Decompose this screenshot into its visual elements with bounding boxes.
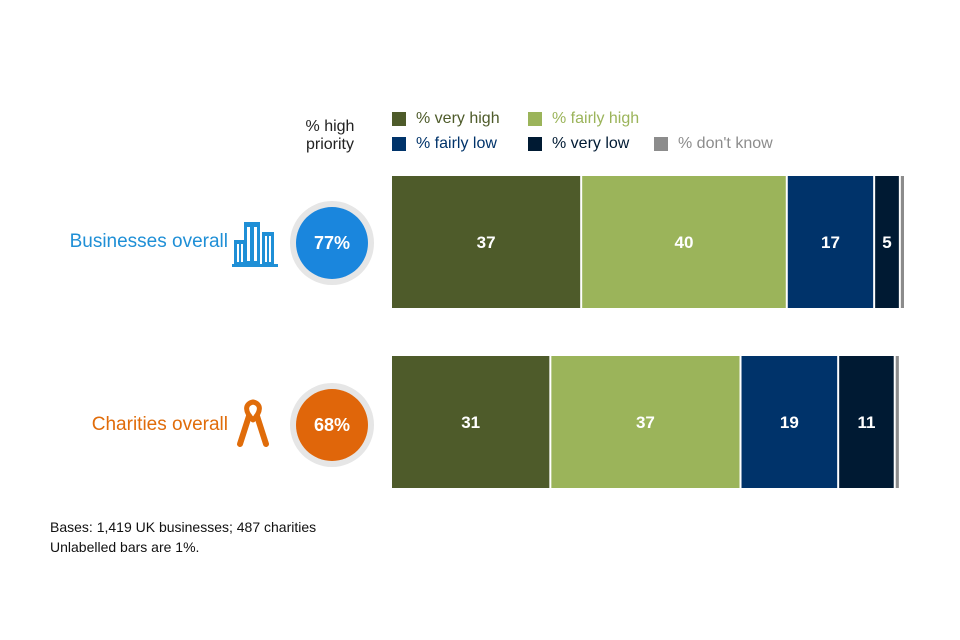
bar-label-businesses-overall-very-high: 37: [477, 233, 496, 252]
awareness-ribbon-icon: [237, 399, 269, 447]
bar-charities-overall-don-t-know: [895, 356, 899, 488]
bar-businesses-overall-fairly-high: [582, 176, 786, 308]
legend-swatch-dont-know: [654, 137, 668, 151]
footnote-bases: Bases: 1,419 UK businesses; 487 charitie…: [50, 519, 317, 535]
bar-label-businesses-overall-very-low: 5: [882, 233, 891, 252]
high-priority-header-line2: priority: [305, 136, 354, 153]
legend-label-very-low: % very low: [552, 135, 630, 152]
bar-charities-overall-fairly-low: [741, 356, 838, 488]
legend-swatch-fairly-low: [392, 137, 406, 151]
bar-label-charities-overall-fairly-low: 19: [780, 413, 799, 432]
legend-label-fairly-high: % fairly high: [552, 110, 640, 127]
high-priority-circle-charities: 68%: [290, 383, 374, 467]
high-priority-circle-businesses: 77%: [290, 201, 374, 285]
bar-label-charities-overall-very-high: 31: [461, 413, 480, 432]
high-priority-header: % high priority: [290, 118, 370, 154]
legend-label-very-high: % very high: [416, 110, 500, 127]
legend-swatch-very-low: [528, 137, 542, 151]
office-buildings-icon: [232, 222, 278, 267]
bar-businesses-overall-very-high: [392, 176, 581, 308]
category-label-businesses: Businesses overall: [69, 231, 228, 252]
legend-item-very-high: % very high: [392, 110, 500, 128]
bar-charities-overall-very-low: [839, 356, 894, 488]
legend-swatch-very-high: [392, 112, 406, 126]
high-priority-value-businesses: 77%: [296, 207, 368, 279]
bar-businesses-overall-very-low: [875, 176, 899, 308]
legend-label-fairly-low: % fairly low: [416, 135, 497, 152]
bar-label-businesses-overall-fairly-high: 40: [675, 233, 694, 252]
legend: % very high % fairly high % fairly low %…: [392, 110, 832, 160]
bar-label-charities-overall-very-low: 11: [857, 413, 875, 432]
bar-label-charities-overall-fairly-high: 37: [636, 413, 655, 432]
legend-item-fairly-high: % fairly high: [528, 110, 639, 128]
legend-label-dont-know: % don't know: [678, 135, 773, 152]
category-label-charities: Charities overall: [91, 414, 228, 435]
footnote: Bases: 1,419 UK businesses; 487 charitie…: [50, 517, 316, 557]
legend-item-fairly-low: % fairly low: [392, 135, 497, 153]
legend-item-very-low: % very low: [528, 135, 629, 153]
bar-charities-overall-very-high: [392, 356, 550, 488]
high-priority-header-line1: % high: [305, 118, 355, 135]
bar-charities-overall-fairly-high: [551, 356, 740, 488]
bar-label-businesses-overall-fairly-low: 17: [821, 233, 840, 252]
high-priority-value-charities: 68%: [296, 389, 368, 461]
legend-item-dont-know: % don't know: [654, 135, 773, 153]
footnote-unlabelled: Unlabelled bars are 1%.: [50, 539, 200, 555]
legend-swatch-fairly-high: [528, 112, 542, 126]
bar-businesses-overall-fairly-low: [787, 176, 874, 308]
bar-businesses-overall-don-t-know: [900, 176, 904, 308]
